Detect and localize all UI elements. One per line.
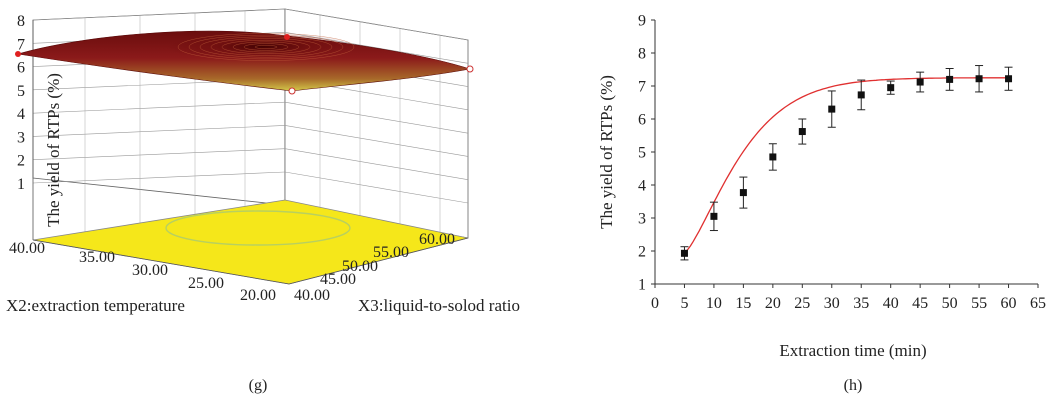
h-x-axis-label: Extraction time (min) [779, 341, 926, 360]
h-y-axis-label: The yield of RTPs (%) [597, 75, 616, 229]
surface-contour [188, 34, 344, 60]
x2-axis-ticks: 40.00 35.00 30.00 25.00 20.00 [9, 240, 276, 304]
data-point [769, 153, 777, 161]
x2-tick-label: 30.00 [132, 262, 168, 279]
data-point [739, 189, 747, 197]
data-point [1005, 75, 1013, 83]
h-y-tick-label: 6 [638, 112, 646, 129]
z-gridline-left [32, 125, 286, 137]
z-gridline-left [32, 8, 286, 21]
surface-contour-lines [177, 33, 355, 61]
design-point-right [466, 65, 474, 73]
surface-contour [221, 39, 311, 55]
panel-g-caption: (g) [249, 377, 268, 394]
h-y-tick-label: 8 [638, 46, 646, 63]
data-point [828, 105, 836, 113]
z-tick-label: 1 [17, 176, 25, 193]
z-axis-label: The yield of RTPs (%) [44, 73, 63, 227]
z-tick-label: 2 [17, 153, 25, 170]
x3-tick-label: 45.00 [320, 271, 356, 288]
h-y-tick-label: 4 [638, 178, 646, 195]
surface-contour [199, 36, 333, 58]
x3-tick-label: 40.00 [294, 287, 330, 304]
floor-contour [165, 210, 351, 246]
data-point [975, 75, 983, 83]
fit-curve [684, 77, 1009, 254]
z-tick-label: 5 [17, 83, 25, 100]
h-data-points [680, 75, 1013, 257]
x3-axis-label: X3:liquid-to-solod ratio [358, 296, 520, 315]
z-gridline-left [32, 171, 286, 184]
h-x-tick-label: 65 [1030, 295, 1046, 312]
z-gridline-right [284, 125, 469, 157]
data-point [710, 212, 718, 220]
h-y-tick-label: 2 [638, 244, 646, 261]
h-x-tick-label: 0 [651, 295, 659, 312]
surface-peak-shading [167, 34, 357, 62]
data-point [680, 249, 688, 257]
h-x-tick-label: 60 [1001, 295, 1017, 312]
x3-tick-label: 50.00 [342, 258, 378, 275]
h-x-tick-label: 5 [680, 295, 688, 312]
h-y-tick-label: 7 [638, 79, 646, 96]
surface-contour [243, 43, 289, 51]
h-y-tick-label: 3 [638, 211, 646, 228]
h-x-tick-label: 10 [706, 295, 722, 312]
x2-tick-label: 25.00 [188, 275, 224, 292]
x2-tick-label: 35.00 [79, 249, 115, 266]
z-axis-ticks: 1 2 3 4 5 6 7 8 [17, 13, 25, 193]
z-gridline-right [284, 101, 469, 134]
h-x-tick-label: 40 [883, 295, 899, 312]
panel-h-caption: (h) [844, 377, 863, 394]
data-point [916, 78, 924, 86]
h-x-tick-label: 35 [853, 295, 869, 312]
h-x-tick-label: 25 [794, 295, 810, 312]
h-y-tick-label: 1 [638, 277, 646, 294]
design-point-peak [284, 34, 290, 40]
surface-contour [177, 33, 355, 61]
design-point-left [15, 51, 21, 57]
floor-axis-right [288, 237, 469, 285]
data-point [887, 84, 895, 92]
z-tick-label: 8 [17, 13, 25, 30]
x2-tick-label: 20.00 [240, 287, 276, 304]
z-gridline-right [284, 148, 469, 181]
z-tick-label: 6 [17, 60, 25, 77]
h-y-tick-label: 9 [638, 13, 646, 30]
z-gridline-right [284, 171, 469, 204]
h-x-tick-label: 45 [912, 295, 928, 312]
z-gridline-right [284, 8, 469, 41]
data-point [857, 91, 865, 99]
x3-tick-label: 55.00 [373, 244, 409, 261]
z-tick-label: 3 [17, 129, 25, 146]
h-error-bars [680, 65, 1013, 261]
z-gridline-left [32, 101, 286, 114]
x3-tick-label: 60.00 [419, 231, 455, 248]
surface-contour [232, 41, 300, 53]
x2-axis-label: X2:extraction temperature [6, 296, 185, 315]
h-x-tick-label: 55 [971, 295, 987, 312]
h-y-tick-label: 5 [638, 145, 646, 162]
h-x-tick-label: 30 [824, 295, 840, 312]
x2-tick-label: 40.00 [9, 240, 45, 257]
data-point [798, 128, 806, 136]
z-tick-label: 4 [17, 106, 25, 123]
floor-axis-left [32, 239, 290, 285]
surface-contour [254, 45, 278, 49]
surface-contour [210, 38, 322, 56]
z-gridline-left [32, 148, 286, 161]
design-point-front [288, 87, 296, 95]
h-x-tick-label: 20 [765, 295, 781, 312]
h-x-tick-label: 50 [942, 295, 958, 312]
h-x-tick-label: 15 [735, 295, 751, 312]
panel-g-surface-chart: 1 2 3 4 5 6 7 8 40.00 35.00 30.00 25.00 20.00 40.00… [6, 8, 520, 394]
z-tick-label: 7 [17, 36, 25, 53]
data-point [946, 75, 954, 83]
